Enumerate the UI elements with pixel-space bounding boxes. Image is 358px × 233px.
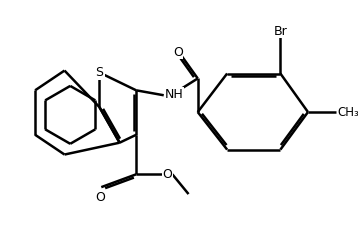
Text: S: S: [96, 66, 103, 79]
Text: NH: NH: [164, 88, 183, 101]
Text: CH₃: CH₃: [337, 106, 358, 119]
Text: Br: Br: [274, 25, 287, 38]
Text: O: O: [173, 46, 183, 59]
Text: O: O: [163, 168, 172, 181]
Text: O: O: [96, 191, 106, 204]
